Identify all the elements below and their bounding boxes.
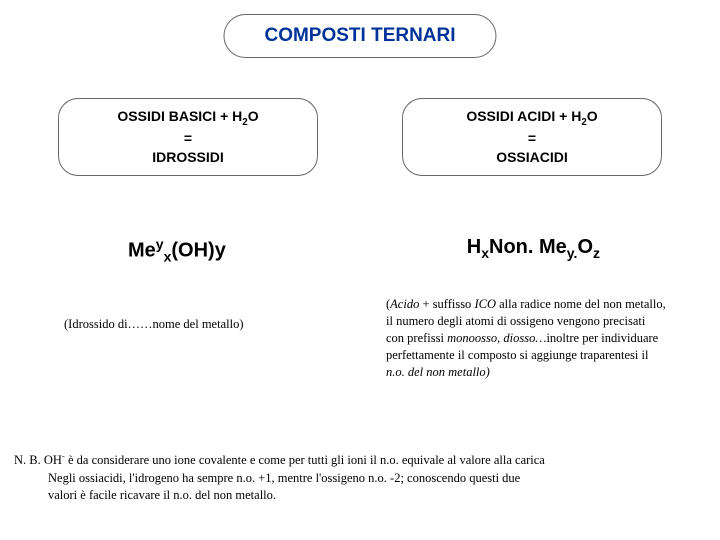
lf-pre: Me xyxy=(128,240,156,262)
left-box-line3: IDROSSIDI xyxy=(152,149,224,165)
rd-c: + suffisso xyxy=(419,297,474,311)
left-category-box: OSSIDI BASICI + H2O = IDROSSIDI xyxy=(58,98,318,176)
right-description: (Acido + suffisso ICO alla radice nome d… xyxy=(386,296,666,380)
rd-f: monoosso, diosso… xyxy=(447,331,546,345)
fn-line2: Negli ossiacidi, l'idrogeno ha sempre n.… xyxy=(14,470,706,488)
fn-line3: valori è facile ricavare il n.o. del non… xyxy=(14,487,706,505)
right-box-line3: OSSIACIDI xyxy=(496,149,568,165)
left-formula: Meyx(OH)y xyxy=(128,236,226,265)
lf-mid: (OH)y xyxy=(171,240,225,262)
rf-s2: y. xyxy=(567,245,578,261)
rf-s1: x xyxy=(481,245,489,261)
lf-sup1: y xyxy=(156,236,164,252)
fn-rest1: è da considerare uno ione covalente e co… xyxy=(65,453,545,467)
rf-s3: z xyxy=(593,245,600,261)
rd-b: Acido xyxy=(390,297,419,311)
left-description: (Idrossido di……nome del metallo) xyxy=(64,316,324,333)
left-desc-text: (Idrossido di……nome del metallo) xyxy=(64,317,243,331)
right-box-line1-tail: O xyxy=(587,108,598,124)
rf-p1: H xyxy=(467,236,481,258)
fn-lead: N. B. OH xyxy=(14,453,62,467)
footnote: N. B. OH- è da considerare uno ione cova… xyxy=(14,450,706,505)
right-box-line1: OSSIDI ACIDI + H xyxy=(466,108,581,124)
rf-p2: Non. Me xyxy=(489,236,567,258)
title-text: COMPOSTI TERNARI xyxy=(264,25,455,46)
left-box-line1: OSSIDI BASICI + H xyxy=(117,108,242,124)
rf-p3: O xyxy=(577,236,593,258)
right-box-line2: = xyxy=(528,130,536,146)
page-title: COMPOSTI TERNARI xyxy=(223,14,496,58)
rd-d: ICO xyxy=(474,297,496,311)
left-box-line1-tail: O xyxy=(248,108,259,124)
left-box-line2: = xyxy=(184,130,192,146)
right-formula: HxNon. Mey.Oz xyxy=(467,236,600,261)
rd-h: n.o. del non metallo) xyxy=(386,365,490,379)
right-category-box: OSSIDI ACIDI + H2O = OSSIACIDI xyxy=(402,98,662,176)
